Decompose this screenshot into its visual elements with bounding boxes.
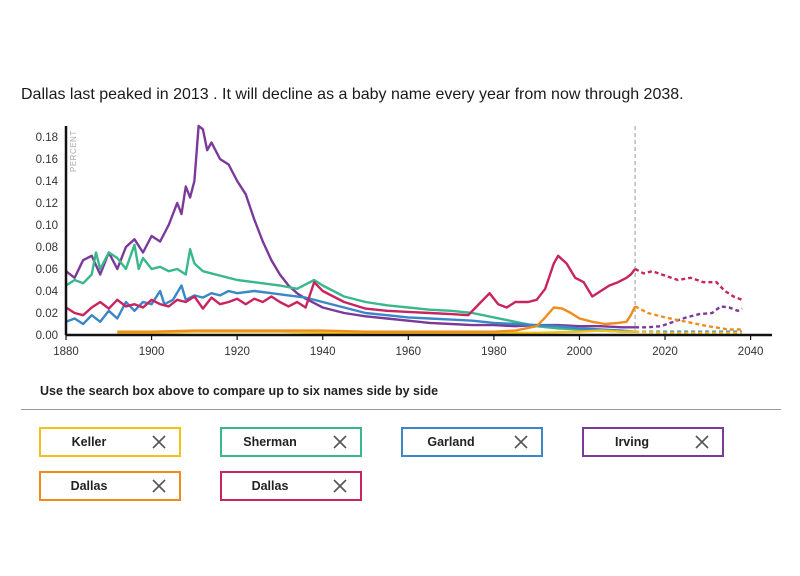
close-x-icon[interactable] <box>151 477 167 495</box>
x-tick-label: 2000 <box>567 346 593 358</box>
close-x-icon[interactable] <box>151 433 167 451</box>
x-tick-label: 1960 <box>396 346 422 358</box>
headline: Dallas last peaked in 2013 . It will dec… <box>21 86 684 103</box>
series-projection-irving <box>635 305 743 329</box>
x-tick-label: 1940 <box>310 346 336 358</box>
series-line-irving <box>65 124 636 329</box>
y-tick-label: 0.02 <box>36 308 58 320</box>
series-line-dallas <box>65 254 637 317</box>
x-tick-label: 2040 <box>738 346 764 358</box>
close-x-icon[interactable] <box>332 433 348 451</box>
series-line-garland <box>65 284 636 333</box>
name-chip-label: Garland <box>427 435 475 449</box>
close-x-icon[interactable] <box>694 433 710 451</box>
name-chip-dallas-crimson[interactable]: Dallas <box>220 471 362 501</box>
x-tick-label: 1880 <box>53 346 79 358</box>
y-unit-label: PERCENT <box>69 130 78 172</box>
name-chip-label: Irving <box>614 435 650 449</box>
x-tick-label: 1920 <box>224 346 250 358</box>
series-projection-keller <box>635 330 742 335</box>
x-tick-label: 2020 <box>652 346 678 358</box>
series-line-sherman <box>65 243 636 333</box>
y-tick-label: 0.12 <box>36 198 58 210</box>
y-tick-label: 0.08 <box>36 242 58 254</box>
series-projection-dallas <box>634 305 742 331</box>
y-tick-label: 0.06 <box>36 264 58 276</box>
y-tick-label: 0.00 <box>36 330 58 342</box>
series-line-dallas <box>117 305 637 333</box>
name-chip-label: Dallas <box>70 479 108 493</box>
y-tick-label: 0.14 <box>36 176 59 188</box>
name-chip-garland[interactable]: Garland <box>401 427 543 457</box>
y-tick-label: 0.18 <box>36 132 58 144</box>
instructions-text: Use the search box above to compare up t… <box>40 384 439 398</box>
y-tick-label: 0.16 <box>36 154 58 166</box>
name-chip-label: Keller <box>71 435 107 449</box>
name-chip-dallas-orange[interactable]: Dallas <box>39 471 181 501</box>
x-tick-label: 1980 <box>481 346 507 358</box>
close-x-icon[interactable] <box>513 433 529 451</box>
name-chip-keller[interactable]: Keller <box>39 427 181 457</box>
series-projection-dallas <box>634 267 743 301</box>
name-chip-irving[interactable]: Irving <box>582 427 724 457</box>
y-tick-label: 0.04 <box>36 286 59 298</box>
name-chip-label: Dallas <box>251 479 289 493</box>
baby-name-line-chart: 0.00 0.02 0.04 0.06 0.08 0.10 0.12 0.14 0.16 0.18… <box>36 124 772 358</box>
close-x-icon[interactable] <box>332 477 348 495</box>
divider <box>21 409 781 410</box>
y-tick-label: 0.10 <box>36 220 58 232</box>
name-chip-label: Sherman <box>243 435 297 449</box>
x-tick-label: 1900 <box>139 346 165 358</box>
name-chip-sherman[interactable]: Sherman <box>220 427 362 457</box>
